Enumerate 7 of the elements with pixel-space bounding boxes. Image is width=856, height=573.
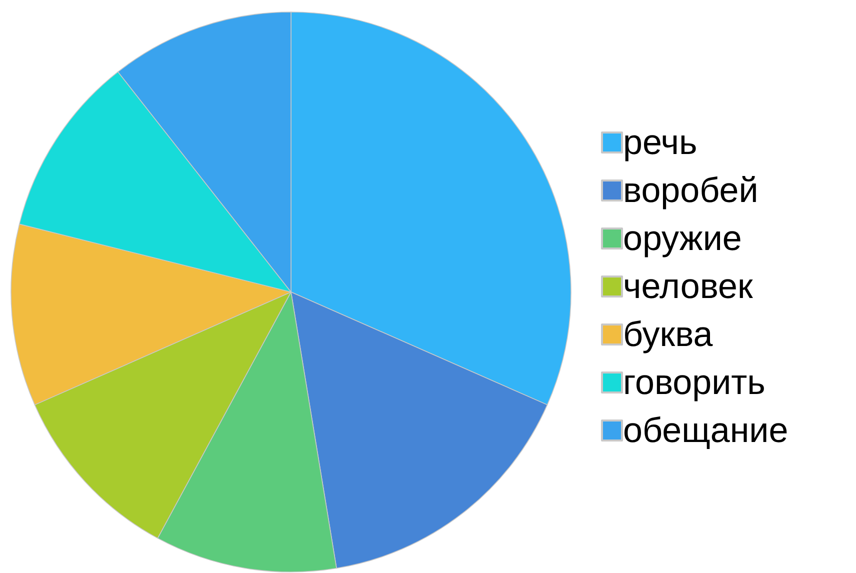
legend-label: буква	[623, 315, 714, 354]
legend-label: речь	[623, 123, 698, 162]
legend-label: обещание	[623, 411, 788, 450]
legend-label: оружие	[623, 219, 742, 258]
legend-label: воробей	[623, 171, 758, 210]
legend-label: говорить	[623, 363, 766, 402]
legend-label: человек	[623, 267, 754, 306]
